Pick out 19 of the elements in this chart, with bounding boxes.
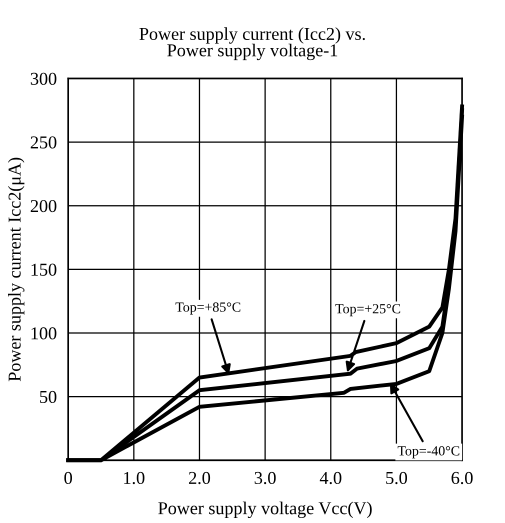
- annotation: Top=+85°C: [176, 302, 240, 315]
- x-tick-label: 6.0: [452, 472, 473, 484]
- x-axis-title: Power supply voltage Vcc(V): [158, 502, 372, 518]
- chart-title: Power supply current (Icc2) vs. Power supply voltage-1: [139, 27, 365, 60]
- y-tick-label: 250: [30, 136, 56, 149]
- annotation: Top=-40°C: [398, 446, 460, 458]
- x-tick-label: 3.0: [254, 472, 276, 484]
- x-tick-label: 1.0: [124, 472, 144, 484]
- annotation: Top=+25°C: [335, 304, 400, 316]
- y-tick-label: 200: [30, 200, 56, 212]
- y-tick-label: 150: [32, 264, 56, 276]
- y-tick-label: 300: [30, 72, 56, 85]
- x-tick-label: 2.0: [188, 472, 210, 484]
- x-tick-label: 0: [64, 472, 72, 484]
- x-tick-label: 5.0: [386, 472, 408, 484]
- y-tick-label: 100: [32, 327, 56, 340]
- x-tick-label: 4.0: [320, 472, 342, 484]
- y-tick-label: 50: [40, 390, 56, 404]
- y-axis-title: Power supply current Icc2(μA): [8, 158, 24, 382]
